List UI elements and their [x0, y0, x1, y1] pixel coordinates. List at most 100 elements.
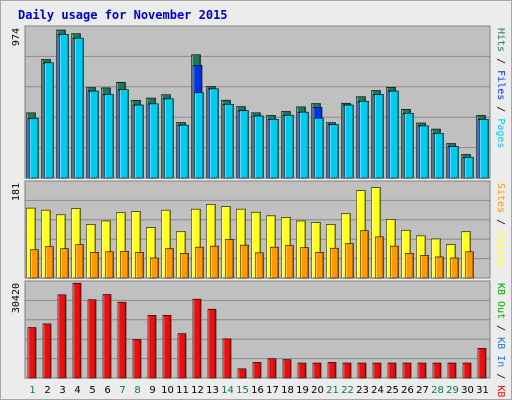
pages-bar-day-1 [29, 118, 39, 179]
sites-bar-day-15 [240, 244, 249, 279]
kbf-bar-day-22 [342, 362, 352, 379]
day-label-16: 16 [251, 385, 264, 396]
kbf-bar-day-23 [357, 362, 367, 379]
kbf-bar-day-28 [432, 362, 442, 379]
sites-bar-day-2 [45, 246, 54, 279]
legend-item-visits: Visits [495, 231, 506, 267]
day-label-19: 19 [296, 385, 309, 396]
kbf-bar-day-3 [57, 294, 67, 379]
pages-bar-day-19 [299, 111, 309, 179]
day-label-4: 4 [74, 385, 80, 396]
legend-separator: / [495, 367, 506, 385]
sites-bar-day-20 [315, 252, 324, 279]
pages-bar-day-24 [374, 94, 384, 179]
day-label-26: 26 [401, 385, 414, 396]
kbf-bar-day-20 [312, 362, 322, 379]
kbf-bar-day-13 [207, 308, 217, 379]
day-label-17: 17 [266, 385, 279, 396]
pages-bar-day-5 [89, 90, 99, 179]
pages-bar-day-4 [74, 37, 84, 179]
legend-separator: / [495, 52, 506, 70]
pages-bar-day-25 [389, 90, 399, 179]
sites-bar-day-29 [450, 257, 459, 279]
kbf-bar-day-21 [327, 362, 337, 379]
day-label-10: 10 [161, 385, 174, 396]
pages-bar-day-11 [179, 124, 189, 179]
sites-bar-day-22 [345, 243, 354, 279]
pages-bar-day-8 [134, 104, 144, 179]
day-label-28: 28 [431, 385, 444, 396]
sites-bar-day-23 [360, 230, 369, 279]
pages-bar-day-17 [269, 119, 279, 179]
pages-bar-day-27 [419, 125, 429, 179]
legend-item-hits: Hits [495, 28, 506, 52]
kbf-bar-day-30 [462, 362, 472, 379]
sites-bar-day-1 [30, 249, 39, 279]
kbf-bar-day-15 [237, 368, 247, 379]
pages-bar-day-14 [224, 104, 234, 179]
sites-bar-day-24 [375, 236, 384, 279]
pages-bar-day-3 [59, 34, 69, 179]
day-label-22: 22 [341, 385, 354, 396]
kbf-bar-day-14 [222, 338, 232, 379]
legend-item-kb-out: KB Out [495, 283, 506, 319]
day-label-21: 21 [326, 385, 339, 396]
day-label-12: 12 [191, 385, 204, 396]
kbf-bar-day-25 [387, 362, 397, 379]
pages-bar-day-31 [479, 119, 489, 179]
kbf-bar-day-5 [87, 299, 97, 379]
legend-item-files: Files [495, 70, 506, 100]
pages-bar-day-26 [404, 112, 414, 179]
pages-bar-day-13 [209, 88, 219, 179]
sites-bar-day-9 [150, 257, 159, 279]
day-label-30: 30 [461, 385, 474, 396]
kbf-bar-day-17 [267, 358, 277, 379]
day-label-14: 14 [221, 385, 234, 396]
day-label-6: 6 [104, 385, 110, 396]
day-label-13: 13 [206, 385, 219, 396]
pages-bar-day-22 [344, 104, 354, 179]
day-label-31: 31 [476, 385, 489, 396]
panel-2-legend: Sites / Visits [495, 183, 506, 267]
sites-bar-day-8 [135, 252, 144, 279]
kbf-bar-day-6 [102, 294, 112, 379]
sites-bar-day-10 [165, 248, 174, 279]
pages-bar-day-16 [254, 115, 264, 179]
pages-bar-day-15 [239, 110, 249, 179]
pages-bar-day-23 [359, 100, 369, 179]
sites-bar-day-25 [390, 245, 399, 279]
day-label-7: 7 [119, 385, 125, 396]
legend-item-pages: Pages [495, 118, 506, 148]
day-label-1: 1 [29, 385, 35, 396]
sites-bar-day-6 [105, 251, 114, 279]
pages-bar-day-30 [464, 157, 474, 179]
kbf-bar-day-4 [72, 282, 82, 379]
day-label-2: 2 [44, 385, 50, 396]
kbf-bar-day-2 [42, 323, 52, 379]
day-label-27: 27 [416, 385, 429, 396]
pages-bar-day-21 [329, 124, 339, 179]
day-label-11: 11 [176, 385, 189, 396]
legend-item-kb-in: KB In [495, 337, 506, 367]
legend-item-sites: Sites [495, 183, 506, 213]
kbf-bar-day-9 [147, 315, 157, 379]
sites-bar-day-4 [75, 244, 84, 279]
day-label-5: 5 [89, 385, 95, 396]
pages-bar-day-10 [164, 98, 174, 179]
pages-bar-day-29 [449, 146, 459, 179]
sites-bar-day-13 [210, 245, 219, 279]
sites-bar-day-30 [465, 251, 474, 279]
sites-bar-day-16 [255, 252, 264, 279]
kbf-bar-day-8 [132, 339, 142, 379]
sites-bar-day-3 [60, 248, 69, 279]
sites-bar-day-26 [405, 253, 414, 279]
sites-bar-day-14 [225, 239, 234, 279]
kbf-bar-day-7 [117, 301, 127, 379]
chart-title: Daily usage for November 2015 [18, 8, 228, 22]
panel-3-plot-area [24, 280, 491, 379]
panel-1-ymax-label: 974 [11, 28, 22, 46]
pages-bar-day-28 [434, 133, 444, 179]
kbf-bar-day-11 [177, 333, 187, 379]
pages-bar-day-18 [284, 114, 294, 179]
